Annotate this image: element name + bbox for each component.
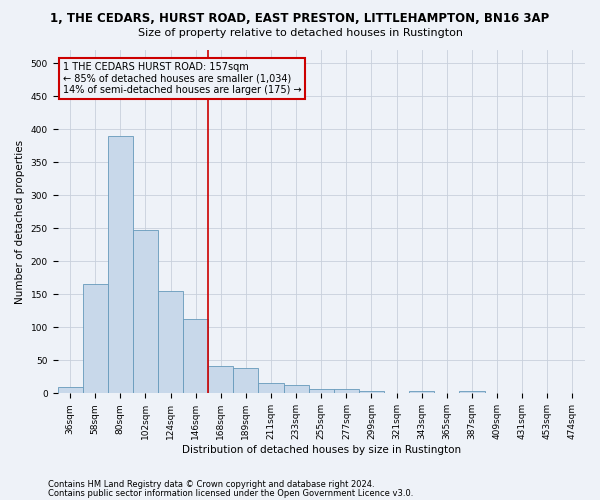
Bar	[83, 284, 108, 394]
Bar	[208, 366, 233, 394]
Text: Contains HM Land Registry data © Crown copyright and database right 2024.: Contains HM Land Registry data © Crown c…	[48, 480, 374, 489]
Text: Size of property relative to detached houses in Rustington: Size of property relative to detached ho…	[137, 28, 463, 38]
Text: Contains public sector information licensed under the Open Government Licence v3: Contains public sector information licen…	[48, 488, 413, 498]
Bar	[284, 385, 309, 394]
Text: 1 THE CEDARS HURST ROAD: 157sqm
← 85% of detached houses are smaller (1,034)
14%: 1 THE CEDARS HURST ROAD: 157sqm ← 85% of…	[63, 62, 301, 95]
Bar	[183, 318, 208, 394]
X-axis label: Distribution of detached houses by size in Rustington: Distribution of detached houses by size …	[182, 445, 461, 455]
Bar	[158, 291, 183, 394]
Bar	[133, 230, 158, 394]
Bar	[108, 136, 133, 394]
Bar	[259, 383, 284, 394]
Y-axis label: Number of detached properties: Number of detached properties	[15, 140, 25, 304]
Bar	[359, 390, 384, 394]
Bar	[460, 392, 485, 394]
Text: 1, THE CEDARS, HURST ROAD, EAST PRESTON, LITTLEHAMPTON, BN16 3AP: 1, THE CEDARS, HURST ROAD, EAST PRESTON,…	[50, 12, 550, 26]
Bar	[58, 386, 83, 394]
Bar	[309, 388, 334, 394]
Bar	[334, 390, 359, 394]
Bar	[233, 368, 259, 394]
Bar	[409, 392, 434, 394]
